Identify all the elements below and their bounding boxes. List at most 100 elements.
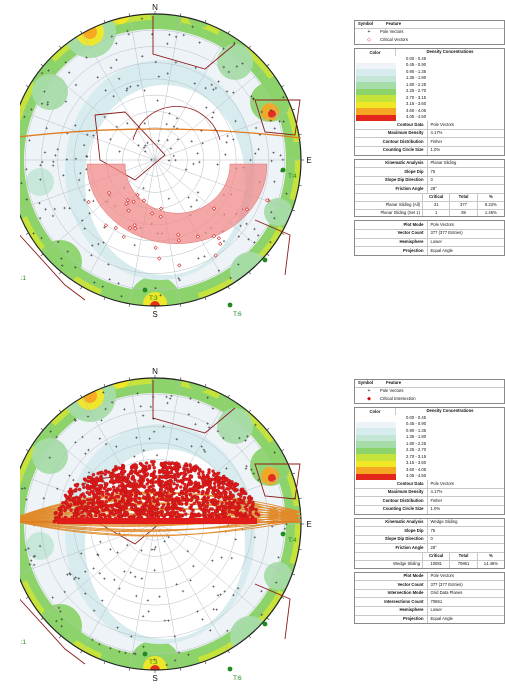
intersection-point	[84, 505, 88, 510]
intersection-point	[175, 510, 179, 514]
set-window	[94, 111, 166, 181]
pole-point	[74, 419, 77, 422]
intersection-point	[65, 502, 69, 506]
pole-point	[100, 599, 104, 602]
set-window	[152, 16, 236, 70]
pole-point	[146, 141, 149, 145]
intersection-point	[166, 512, 170, 517]
rim-tick	[227, 394, 230, 398]
pole-point	[116, 551, 119, 554]
intersection-point	[64, 494, 69, 499]
pole-point	[252, 472, 256, 475]
rim-tick	[266, 63, 270, 67]
rim-tick	[281, 596, 285, 599]
intersection-point	[200, 507, 204, 512]
intersection-point	[121, 500, 126, 504]
contour-row-value: 4.17%	[426, 488, 504, 497]
result-cell: Planar Sliding (All)	[385, 201, 421, 207]
intersection-point	[145, 499, 149, 503]
pole-point	[92, 199, 95, 203]
symbol-row: + Pole Vectors	[355, 29, 504, 37]
pole-point	[269, 108, 273, 112]
intersection-point	[228, 484, 232, 488]
pole-point	[283, 527, 287, 531]
pole-point	[146, 599, 150, 602]
rim-tick	[40, 617, 44, 621]
pole-point	[51, 164, 55, 167]
pole-point	[118, 150, 121, 153]
intersection-point	[125, 510, 129, 515]
rim-tick	[266, 427, 270, 431]
pole-point	[104, 442, 108, 446]
pole-point	[153, 568, 156, 572]
intersection-point	[139, 474, 144, 479]
intersection-point	[136, 510, 141, 515]
intersection-point	[179, 507, 183, 511]
pole-point	[187, 413, 191, 416]
intersection-point	[152, 460, 156, 464]
pole-point	[102, 241, 105, 244]
stereonet-grid	[20, 16, 301, 304]
pole-point	[40, 102, 44, 105]
intersection-point	[248, 512, 252, 516]
intersection-point	[245, 503, 249, 507]
intersection-point	[120, 482, 125, 486]
result-header-cell: %	[476, 552, 504, 560]
intersection-point	[160, 513, 164, 517]
pole-point	[68, 474, 71, 477]
density-row: 2.70 - 3.15	[356, 95, 504, 102]
intersection-point	[155, 480, 160, 484]
plot-info-row-value: 377 (377 Entries)	[426, 581, 504, 589]
intersection-point	[183, 491, 188, 496]
set-pole	[262, 257, 268, 263]
critical-vector	[265, 198, 270, 203]
pole-point	[88, 188, 91, 192]
intersection-point	[109, 478, 113, 483]
intersection-point	[110, 491, 115, 496]
intersection-point	[202, 500, 207, 504]
intersection-point	[160, 479, 165, 484]
intersection-point	[160, 495, 165, 499]
pole-point	[166, 42, 169, 46]
great-circle	[20, 511, 301, 527]
kinematic-row-value: Wedge Sliding	[426, 518, 504, 527]
pole-point	[52, 160, 55, 164]
intersection-point	[160, 475, 165, 480]
intersection-point	[145, 472, 150, 476]
pole-point	[163, 540, 166, 543]
pole-point	[28, 563, 32, 566]
pole-point	[220, 556, 223, 559]
intersection-point	[114, 465, 118, 469]
density-swatch	[356, 473, 396, 481]
pole-point	[135, 594, 138, 598]
pole-point	[40, 71, 44, 75]
pole-point	[103, 577, 106, 580]
intersection-point	[88, 498, 93, 502]
pole-point	[281, 158, 285, 162]
pole-point	[23, 115, 26, 119]
intersection-point	[183, 482, 187, 487]
label-north: N	[152, 367, 158, 376]
pole-point	[166, 72, 170, 75]
pole-point	[152, 430, 156, 433]
pole-point	[253, 241, 256, 244]
density-swatch	[356, 467, 396, 474]
pole-point	[86, 415, 90, 418]
rim-tick	[103, 661, 106, 665]
rim-tick	[248, 45, 252, 49]
pole-point	[209, 629, 212, 632]
label-south: S	[152, 310, 157, 319]
pole-point	[162, 425, 165, 428]
intersection-point	[127, 473, 131, 477]
intersection-point	[154, 511, 158, 516]
intersection-point	[89, 475, 93, 480]
pole-point	[166, 401, 169, 405]
symbol-legend: Symbol Feature + Pole Vectors ◆ Critical In…	[354, 379, 505, 405]
critical-vector	[211, 234, 217, 239]
plot-info-block: Plot Mode Pole Vectors Vector Count 377 (37…	[354, 571, 505, 625]
rim-tick	[128, 667, 130, 671]
density-swatch	[356, 454, 396, 461]
pole-point	[226, 134, 229, 138]
rim-tick	[25, 85, 29, 88]
kinematic-row-value: 75	[426, 168, 504, 176]
